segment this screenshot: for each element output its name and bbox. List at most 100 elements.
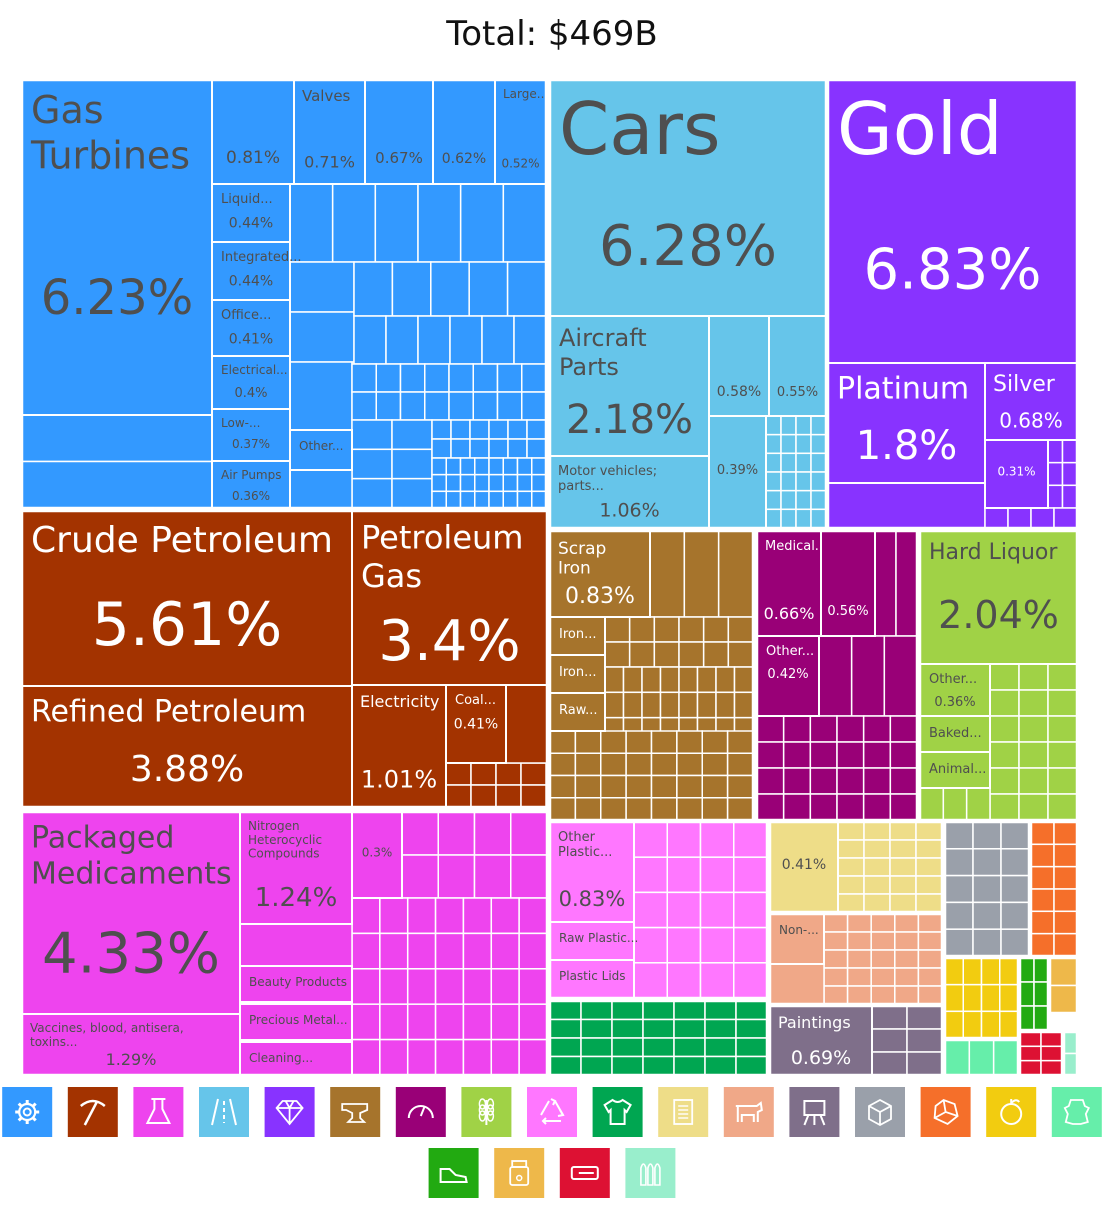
treemap-tile[interactable] bbox=[448, 363, 474, 393]
treemap-tile[interactable] bbox=[518, 1038, 548, 1076]
legend-recycle-icon[interactable] bbox=[527, 1087, 577, 1137]
legend-shirt-icon[interactable] bbox=[592, 1087, 643, 1137]
treemap-tile[interactable] bbox=[462, 1038, 493, 1076]
treemap-tile[interactable] bbox=[1018, 689, 1049, 717]
treemap-tile-mineral-3[interactable]: Electricity 1.01% bbox=[351, 684, 447, 808]
treemap-tile-machines-10[interactable]: Low-... 0.37% bbox=[211, 408, 291, 462]
treemap-tile[interactable] bbox=[972, 901, 1002, 930]
treemap-tile[interactable] bbox=[782, 767, 812, 795]
treemap-tile-instruments-0[interactable]: Medical... 0.66% bbox=[756, 530, 827, 637]
treemap-tile-foodstuffs-0[interactable]: Hard Liquor 2.04% bbox=[919, 530, 1078, 665]
treemap-tile-chemicals-4[interactable]: Beauty Products bbox=[239, 965, 353, 1003]
treemap-tile[interactable] bbox=[351, 968, 381, 1005]
treemap-tile-instruments-1[interactable]: 0.56% bbox=[820, 530, 876, 637]
treemap-tile[interactable] bbox=[628, 616, 656, 643]
treemap-tile[interactable] bbox=[505, 684, 548, 764]
treemap-tile-machines-8[interactable]: Office... 0.41% bbox=[211, 299, 291, 357]
treemap-tile[interactable] bbox=[434, 1038, 465, 1076]
treemap-tile[interactable] bbox=[733, 821, 768, 858]
treemap-tile[interactable] bbox=[1047, 767, 1078, 795]
treemap-tile[interactable] bbox=[434, 1003, 465, 1041]
treemap-tile[interactable] bbox=[490, 968, 520, 1005]
treemap-tile[interactable] bbox=[1049, 984, 1078, 1014]
treemap-tile-chemicals-6[interactable]: Cleaning... bbox=[239, 1041, 353, 1076]
treemap-tile-chemicals-5[interactable]: Precious Metal... bbox=[239, 1003, 353, 1041]
treemap-tile[interactable] bbox=[809, 715, 838, 743]
treemap-tile-chemicals-3[interactable]: 0.3% bbox=[351, 811, 403, 899]
treemap-tile[interactable] bbox=[702, 616, 730, 643]
treemap-tile[interactable] bbox=[699, 821, 735, 858]
treemap-tile[interactable] bbox=[502, 183, 547, 263]
treemap-tile-transportation-5[interactable]: 0.39% bbox=[708, 415, 767, 529]
treemap-tile[interactable] bbox=[434, 932, 465, 970]
treemap-tile[interactable] bbox=[434, 968, 465, 1005]
legend-pickaxe-icon[interactable] bbox=[67, 1087, 118, 1137]
treemap-tile-machines-7[interactable]: Integrated... 0.44% bbox=[211, 241, 301, 301]
legend-wheat-icon[interactable] bbox=[461, 1087, 512, 1137]
treemap-tile-mineral-0[interactable]: Crude Petroleum 5.61% bbox=[21, 510, 353, 687]
treemap-tile-transportation-4[interactable]: 0.55% bbox=[768, 315, 827, 417]
treemap-tile[interactable] bbox=[666, 856, 702, 894]
treemap-tile-machines-12[interactable]: Other... bbox=[289, 429, 353, 471]
legend-gear-icon[interactable] bbox=[2, 1087, 53, 1137]
treemap-tile[interactable] bbox=[391, 477, 433, 509]
treemap-tile[interactable] bbox=[289, 469, 353, 509]
treemap-tile[interactable] bbox=[406, 1003, 437, 1041]
treemap-tile[interactable] bbox=[351, 363, 377, 393]
legend-weapon-icon[interactable] bbox=[559, 1148, 610, 1198]
treemap-tile[interactable] bbox=[653, 641, 680, 668]
treemap-tile-mineral-4[interactable]: Coal... 0.41% bbox=[445, 684, 507, 764]
treemap-tile[interactable] bbox=[1000, 874, 1030, 904]
treemap-tile-animal-products-0[interactable]: Non-... bbox=[769, 913, 825, 965]
treemap-tile-machines-9[interactable]: Electrical... 0.4% bbox=[211, 355, 291, 410]
treemap-tile[interactable] bbox=[699, 926, 735, 964]
treemap-tile[interactable] bbox=[490, 1038, 520, 1076]
treemap-tile[interactable] bbox=[836, 767, 865, 795]
treemap-tile[interactable] bbox=[683, 530, 720, 618]
treemap-tile-machines-5[interactable]: Large... 0.52% bbox=[494, 79, 548, 185]
treemap-tile[interactable] bbox=[1000, 848, 1030, 877]
legend-fruit-icon[interactable] bbox=[986, 1087, 1037, 1137]
treemap-tile-precious-metals-2[interactable]: Silver 0.68% bbox=[984, 362, 1078, 441]
legend-bullets-icon[interactable] bbox=[625, 1148, 676, 1198]
treemap-tile[interactable] bbox=[862, 741, 892, 769]
treemap-tile-machines-1[interactable]: 0.81% bbox=[211, 79, 295, 185]
treemap-tile[interactable] bbox=[430, 261, 470, 317]
treemap-tile[interactable] bbox=[862, 767, 892, 795]
legend-road-icon[interactable] bbox=[199, 1087, 249, 1137]
treemap-tile[interactable] bbox=[666, 891, 702, 929]
legend-stone-icon[interactable] bbox=[920, 1087, 971, 1137]
treemap-tile[interactable] bbox=[379, 1038, 409, 1076]
treemap-tile-precious-metals-3[interactable]: 0.31% bbox=[984, 439, 1049, 509]
treemap-tile[interactable] bbox=[289, 311, 355, 363]
treemap-tile-mineral-2[interactable]: Refined Petroleum 3.88% bbox=[21, 685, 353, 808]
treemap-tile[interactable] bbox=[406, 897, 437, 935]
treemap-tile[interactable] bbox=[518, 968, 548, 1005]
treemap-tile[interactable] bbox=[521, 363, 547, 393]
legend-hide-icon[interactable] bbox=[1051, 1087, 1102, 1137]
legend-flask-icon[interactable] bbox=[133, 1087, 184, 1137]
treemap-tile[interactable] bbox=[391, 261, 432, 317]
treemap-tile[interactable] bbox=[417, 183, 462, 263]
treemap-tile[interactable] bbox=[782, 715, 812, 743]
legend-box-icon[interactable] bbox=[855, 1087, 905, 1137]
treemap-tile[interactable] bbox=[1047, 741, 1078, 769]
treemap-tile[interactable] bbox=[437, 811, 476, 856]
treemap-tile[interactable] bbox=[756, 767, 785, 795]
treemap-tile[interactable] bbox=[1018, 741, 1049, 769]
treemap-tile[interactable] bbox=[351, 1038, 381, 1076]
legend-shoe-icon[interactable] bbox=[428, 1148, 479, 1198]
treemap-tile-machines-11[interactable]: Air Pumps 0.36% bbox=[211, 460, 291, 509]
treemap-tile-paper-0[interactable]: 0.41% bbox=[769, 821, 839, 913]
treemap-tile[interactable] bbox=[883, 635, 918, 717]
treemap-tile[interactable] bbox=[633, 926, 668, 964]
treemap-tile[interactable] bbox=[809, 793, 838, 821]
treemap-tile-foodstuffs-1[interactable]: Other... 0.36% bbox=[919, 663, 991, 717]
treemap-tile[interactable] bbox=[756, 741, 785, 769]
